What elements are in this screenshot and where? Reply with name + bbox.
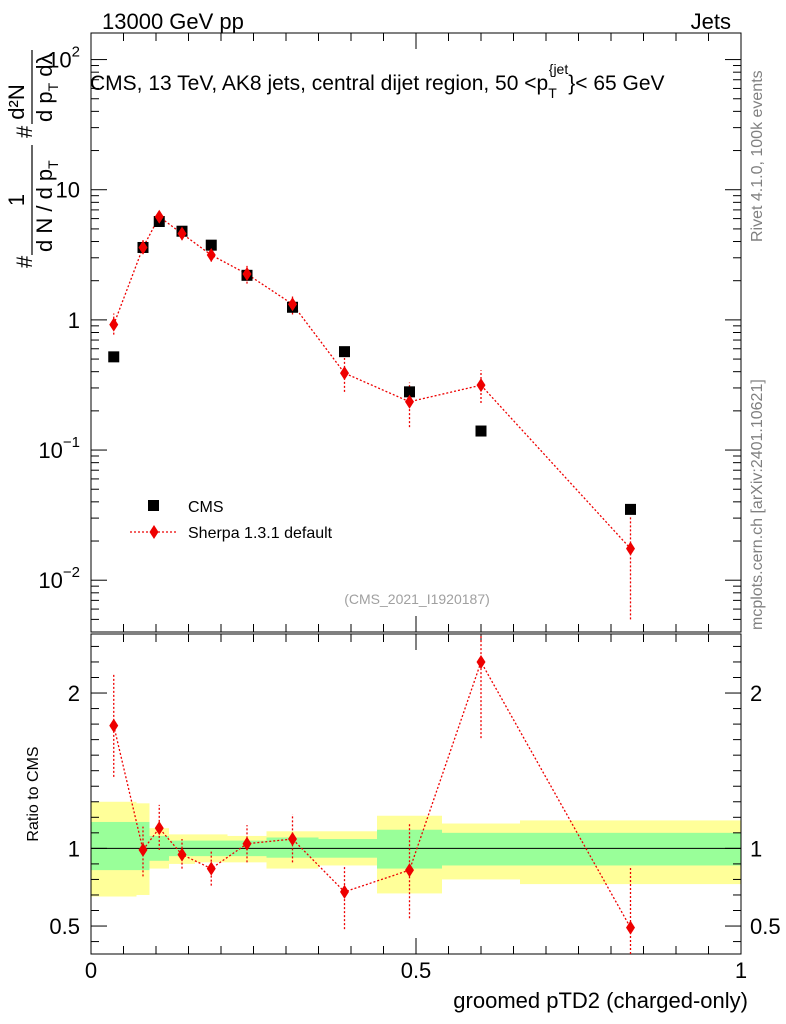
analysis-watermark: (CMS_2021_I1920187) xyxy=(344,591,490,607)
legend: CMS Sherpa 1.3.1 default xyxy=(130,499,333,542)
title-main: CMS, 13 TeV, AK8 jets, central dijet reg… xyxy=(90,72,548,95)
upper-y-tick-label-0: 10−2 xyxy=(38,564,80,593)
sherpa-point xyxy=(109,317,119,332)
upper-plot-frame xyxy=(90,32,742,633)
ratio-point xyxy=(626,920,635,935)
sherpa-point xyxy=(288,297,297,312)
ratio-point xyxy=(177,847,187,862)
upper-y-tick-label-3: 10 xyxy=(56,178,80,203)
legend-label-cms: CMS xyxy=(188,499,224,516)
sherpa-point xyxy=(242,267,252,282)
lower-y-tick-label-left-0: 0.5 xyxy=(49,914,80,939)
header-left-label: 13000 GeV pp xyxy=(102,9,244,34)
x-tick-label-0: 0 xyxy=(85,958,97,983)
title-subscript: T xyxy=(548,85,557,101)
header-right-label: Jets xyxy=(691,9,731,34)
x-axis: 0 0.5 1 xyxy=(85,33,747,983)
lower-y-tick-label-left-2: 2 xyxy=(68,681,80,706)
side-label-mcplots: mcplots.cern.ch [arXiv:2401.10621] xyxy=(749,379,766,630)
upper-y-axis-label: # 1 d N / d pT # d²N d pT dλ xyxy=(4,50,61,268)
lower-y-tick-label-right-1: 1 xyxy=(750,836,762,861)
upper-y-tick-label-2: 1 xyxy=(68,308,80,333)
plot-title: CMS, 13 TeV, AK8 jets, central dijet reg… xyxy=(90,61,665,101)
cms-point xyxy=(108,351,120,363)
cms-point xyxy=(475,425,487,437)
lower-y-tick-label-left-1: 1 xyxy=(68,836,80,861)
ratio-band-inner-0 xyxy=(91,821,137,871)
ratio-point xyxy=(288,832,297,847)
sherpa-point xyxy=(154,209,164,224)
upper-y-tick-label-4: 102 xyxy=(47,44,80,73)
lower-y-tick-label-right-0: 0.5 xyxy=(750,914,781,939)
ratio-point xyxy=(242,836,252,851)
x-axis-label: groomed pTD2 (charged-only) xyxy=(453,988,748,1013)
ratio-line xyxy=(113,660,632,928)
lower-plot-data xyxy=(109,634,635,954)
ratio-point xyxy=(109,718,119,733)
cms-point xyxy=(339,346,350,358)
cms-point xyxy=(205,239,217,251)
ylabel-derivative-numerator: d²N xyxy=(4,84,29,119)
ratio-point xyxy=(340,884,349,899)
lower-y-axis-label: Ratio to CMS xyxy=(25,746,42,841)
x-tick-label-1: 0.5 xyxy=(401,958,432,983)
upper-y-axis: 10−2 10−1 1 10 102 xyxy=(38,44,741,633)
sherpa-point xyxy=(340,366,349,381)
ratio-point xyxy=(405,863,414,878)
sherpa-point xyxy=(476,378,486,393)
lower-y-axis: 0.5 0.5 1 1 2 2 xyxy=(49,645,781,943)
cms-point xyxy=(404,386,415,398)
legend-label-sherpa: Sherpa 1.3.1 default xyxy=(188,525,333,542)
cms-point xyxy=(625,503,636,515)
ylabel-fraction-numerator: 1 xyxy=(4,194,29,206)
legend-marker-cms xyxy=(148,500,159,511)
x-tick-label-2: 1 xyxy=(735,958,747,983)
legend-marker-sherpa xyxy=(149,525,159,539)
ratio-point xyxy=(138,842,148,857)
side-label-rivet: Rivet 4.1.0, 100k events xyxy=(749,70,766,242)
ylabel-hash-2: # xyxy=(12,125,37,138)
sherpa-point xyxy=(626,541,635,556)
ylabel-derivative-denominator: d pT dλ xyxy=(32,53,61,122)
lower-plot-frame xyxy=(90,633,742,955)
title-superscript: {jet xyxy=(549,61,569,77)
upper-plot-data xyxy=(108,209,636,620)
ratio-point xyxy=(476,654,486,669)
sherpa-point xyxy=(206,248,216,263)
ratio-band-inner-10 xyxy=(520,832,741,866)
ratio-band-inner-6 xyxy=(266,837,319,858)
sherpa-point xyxy=(405,394,414,409)
upper-y-tick-label-1: 10−1 xyxy=(38,434,80,463)
ratio-band-inner-9 xyxy=(442,832,520,866)
ratio-uncertainty-bands xyxy=(91,801,741,897)
ylabel-fraction-denominator: d N / d pT xyxy=(32,160,61,252)
sherpa-point xyxy=(177,226,187,241)
lower-y-tick-label-right-2: 2 xyxy=(750,681,762,706)
ylabel-hash-1: # xyxy=(12,255,37,268)
ratio-point xyxy=(154,821,164,836)
ratio-point xyxy=(206,861,216,876)
sherpa-point xyxy=(138,240,148,255)
title-tail: }< 65 GeV xyxy=(568,72,664,95)
